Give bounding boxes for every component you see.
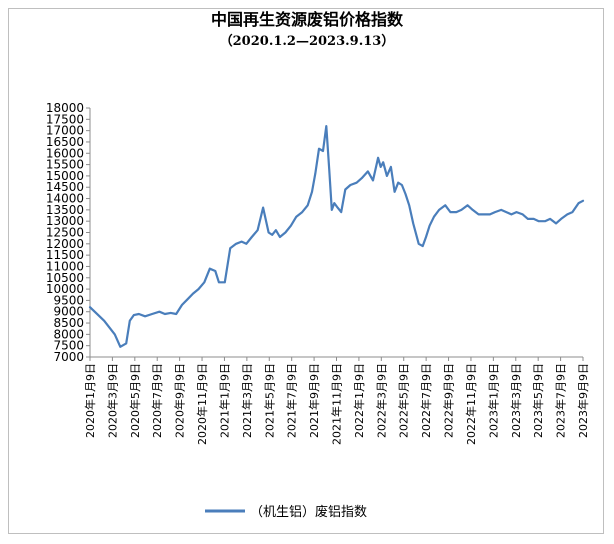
x-tick-label: 2020年7月9日 xyxy=(150,363,164,438)
y-tick-label: 12500 xyxy=(46,226,84,240)
x-tick-label: 2022年5月9日 xyxy=(397,363,411,438)
x-tick-label: 2023年1月9日 xyxy=(486,363,500,438)
x-axis: 2020年1月9日 2020年3月9日 2020年5月9日 2020年7月9日 2020… xyxy=(83,356,590,445)
y-tick-label: 10500 xyxy=(46,271,84,285)
y-tick-label: 16500 xyxy=(46,135,84,149)
y-tick-label: 17000 xyxy=(46,124,84,138)
y-tick-label: 7500 xyxy=(53,339,84,353)
x-tick-label: 2023年5月9日 xyxy=(531,363,545,438)
legend-label: （机生铝）废铝指数 xyxy=(250,504,367,520)
x-tick-label: 2021年1月9日 xyxy=(217,363,231,438)
y-tick-label: 8000 xyxy=(53,327,84,341)
y-tick-label: 16000 xyxy=(46,146,84,160)
series-line-0 xyxy=(88,124,585,348)
y-tick-label: 7000 xyxy=(53,350,84,364)
y-tick-label: 13000 xyxy=(46,214,84,228)
y-tick-label: 10000 xyxy=(46,282,84,296)
x-tick-label: 2022年7月9日 xyxy=(419,363,433,438)
x-tick-label: 2022年1月9日 xyxy=(352,363,366,438)
y-tick-label: 15500 xyxy=(46,158,84,172)
x-tick-label: 2021年11月9日 xyxy=(330,363,344,445)
x-tick-label: 2020年3月9日 xyxy=(105,363,119,438)
chart-frame xyxy=(8,8,604,534)
y-tick-label: 8500 xyxy=(53,316,84,330)
chart-subtitle: （2020.1.2—2023.9.13） xyxy=(219,34,395,49)
x-tick-label: 2021年3月9日 xyxy=(240,363,254,438)
y-tick-label: 9000 xyxy=(53,305,84,319)
x-tick-label: 2020年5月9日 xyxy=(128,363,142,438)
x-tick-label: 2022年9月9日 xyxy=(442,363,456,438)
x-tick-label: 2022年11月9日 xyxy=(464,363,478,445)
x-tick-label: 2021年7月9日 xyxy=(285,363,299,438)
y-tick-label: 18000 xyxy=(46,101,84,115)
legend: （机生铝）废铝指数 xyxy=(205,504,367,520)
y-tick-label: 9500 xyxy=(53,293,84,307)
y-tick-label: 17500 xyxy=(46,112,84,126)
y-tick-label: 11500 xyxy=(46,248,84,262)
series-group xyxy=(88,124,585,348)
x-tick-label: 2020年11月9日 xyxy=(195,363,209,445)
y-tick-label: 11000 xyxy=(46,259,84,273)
x-tick-label: 2023年3月9日 xyxy=(509,363,523,438)
x-tick-label: 2020年1月9日 xyxy=(83,363,97,438)
y-tick-label: 12000 xyxy=(46,237,84,251)
x-tick-label: 2021年9月9日 xyxy=(307,363,321,438)
y-tick-label: 13500 xyxy=(46,203,84,217)
y-axis: 7000750080008500900095001000010500110001… xyxy=(46,101,91,364)
x-tick-label: 2020年9月9日 xyxy=(173,363,187,438)
y-tick-label: 15000 xyxy=(46,169,84,183)
y-tick-label: 14000 xyxy=(46,192,84,206)
chart-title: 中国再生资源废铝价格指数 xyxy=(210,10,403,29)
x-tick-label: 2023年7月9日 xyxy=(554,363,568,438)
x-tick-label: 2023年9月9日 xyxy=(576,363,590,438)
x-tick-label: 2022年3月9日 xyxy=(374,363,388,438)
y-tick-label: 14500 xyxy=(46,180,84,194)
x-tick-label: 2021年5月9日 xyxy=(262,363,276,438)
